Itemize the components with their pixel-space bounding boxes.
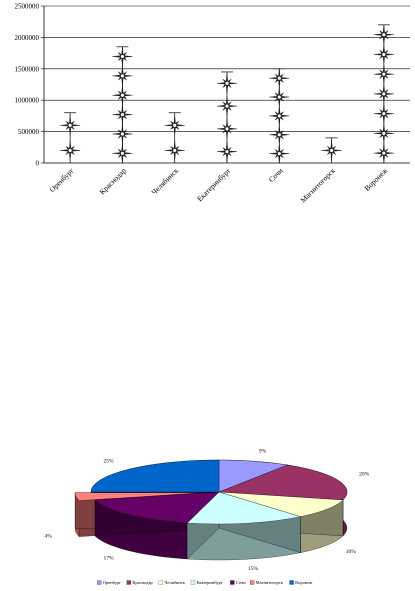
pie-sides	[74, 459, 348, 561]
y-tick-label: 500000	[18, 128, 40, 136]
pie-value-label: 9%	[259, 449, 267, 455]
x-tick-label: Оренбург	[48, 166, 76, 194]
pie-side-Воронеж	[90, 459, 220, 529]
compass-star-icon	[164, 140, 185, 161]
y-tick-label: 0	[36, 160, 40, 168]
y-axis-ticks: 0 500000 1000000 1500000 2000000 2500000	[15, 3, 44, 168]
compass-star-icon	[216, 141, 238, 162]
compass-star-icon	[216, 96, 238, 117]
compass-star-icon	[269, 87, 290, 108]
legend-item: Краснодар	[126, 580, 153, 585]
legend-item: Челябинск	[158, 580, 186, 585]
compass-star-icon	[321, 140, 342, 161]
legend-swatch	[97, 580, 102, 585]
compass-star-icon	[373, 24, 394, 45]
legend-swatch	[230, 580, 235, 585]
bar-Сочи	[269, 68, 290, 164]
pie-slice-Екатеринбург	[186, 491, 301, 525]
pie-value-label: 15%	[248, 566, 259, 572]
bar-marks	[60, 24, 394, 164]
x-tick-label: Воронеж	[363, 165, 390, 192]
legend-swatch	[126, 580, 131, 585]
pie-side-Краснодар	[218, 464, 348, 537]
pie-value-label: 10%	[346, 549, 357, 555]
legend-label: Челябинск	[164, 580, 185, 585]
pie-slice-Челябинск	[218, 491, 344, 517]
pie-side-Сочи	[94, 491, 220, 560]
compass-star-icon	[269, 68, 290, 89]
compass-star-icon	[112, 143, 133, 164]
x-axis-labels: Оренбург Краснодар Челябинск Екатеринбург Со…	[48, 165, 390, 204]
pie-side-Челябинск	[218, 491, 344, 553]
pie-side-Оренбург	[218, 459, 288, 529]
pie-value-label: 25%	[104, 458, 115, 464]
compass-star-icon	[216, 118, 238, 139]
compass-star-icon	[269, 124, 290, 145]
compass-star-icon	[112, 85, 133, 106]
x-tick-label: Краснодар	[98, 166, 128, 196]
bar-Оренбург	[60, 112, 81, 163]
bar-Магнитогорск	[321, 137, 342, 163]
compass-star-icon	[373, 83, 394, 104]
x-tick-label: Магнитогорск	[299, 166, 338, 205]
compass-star-icon	[112, 46, 133, 67]
x-tick-label: Екатеринбург	[195, 166, 232, 203]
pie-slice-Краснодар	[218, 464, 348, 501]
legend-label: Воронеж	[295, 580, 313, 585]
legend-item: Сочи	[230, 580, 246, 585]
pie-slice-Воронеж	[90, 459, 220, 493]
compass-star-icon	[112, 104, 133, 125]
y-tick-label: 2500000	[15, 3, 40, 11]
compass-star-icon	[373, 64, 394, 85]
pie-legend: Оренбург Краснодар Челябинск Екатеринбург Со…	[97, 580, 313, 585]
y-tick-label: 2000000	[15, 34, 40, 42]
pie-value-label: 17%	[104, 556, 115, 562]
legend-label: Краснодар	[132, 580, 153, 585]
compass-star-icon	[216, 73, 238, 94]
compass-star-icon	[373, 123, 394, 144]
compass-star-icon	[60, 140, 81, 161]
x-tick-label: Сочи	[267, 166, 285, 184]
bar-Краснодар	[112, 46, 133, 164]
pie-value-labels: 9% 20% 10% 15% 17% 4% 25%	[45, 449, 370, 573]
legend-label: Магнитогорск	[256, 580, 284, 585]
compass-star-icon	[373, 44, 394, 65]
pie-slice-Сочи	[94, 491, 220, 524]
y-tick-label: 1000000	[15, 97, 40, 105]
pie-side-Екатеринбург	[187, 491, 301, 561]
legend-item: Екатеринбург	[190, 580, 223, 585]
y-tick-label: 1500000	[15, 65, 40, 73]
legend-item: Оренбург	[97, 580, 121, 585]
compass-star-icon	[112, 65, 133, 86]
compass-star-icon	[164, 115, 185, 136]
legend-label: Оренбург	[103, 580, 122, 585]
compass-star-icon	[269, 143, 290, 164]
pie-slice-Магнитогорск	[74, 492, 204, 501]
x-tick-label: Челябинск	[150, 166, 181, 197]
legend-label: Екатеринбург	[196, 580, 222, 585]
bar-Екатеринбург	[216, 71, 238, 163]
legend-item: Магнитогорск	[250, 580, 284, 585]
compass-star-icon	[60, 115, 81, 136]
compass-star-icon	[112, 123, 133, 144]
pie-value-label: 20%	[359, 472, 370, 478]
legend-label: Сочи	[236, 580, 246, 585]
pie-value-label: 4%	[45, 534, 53, 540]
compass-star-icon	[373, 143, 394, 164]
pie-slices	[74, 459, 348, 525]
legend-item: Воронеж	[289, 580, 313, 585]
legend-swatch	[190, 580, 196, 585]
pie-slice-Оренбург	[218, 459, 289, 493]
legend-swatch	[289, 580, 294, 585]
bar-chart: 0 500000 1000000 1500000 2000000 2500000 Орен…	[15, 3, 410, 205]
bar-Воронеж	[373, 24, 394, 164]
legend-swatch	[158, 580, 164, 585]
pie-side-Магнитогорск	[74, 492, 204, 538]
bar-Челябинск	[164, 112, 185, 163]
compass-star-icon	[373, 103, 394, 124]
compass-star-icon	[269, 105, 290, 126]
legend-swatch	[250, 580, 255, 585]
